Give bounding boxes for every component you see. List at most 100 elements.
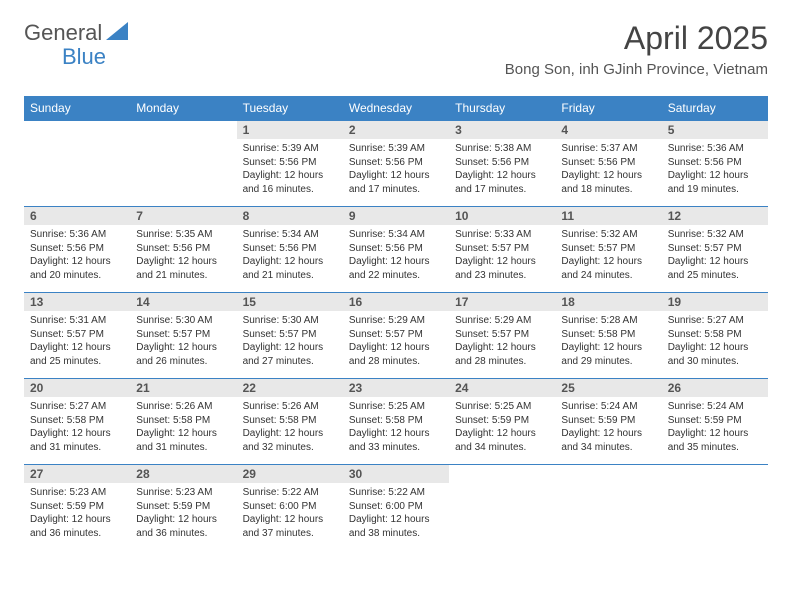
calendar-week-row: 20Sunrise: 5:27 AMSunset: 5:58 PMDayligh… xyxy=(24,379,768,465)
calendar-day-cell: 16Sunrise: 5:29 AMSunset: 5:57 PMDayligh… xyxy=(343,293,449,379)
day-details: Sunrise: 5:32 AMSunset: 5:57 PMDaylight:… xyxy=(555,225,661,285)
calendar-day-cell: 6Sunrise: 5:36 AMSunset: 5:56 PMDaylight… xyxy=(24,207,130,293)
col-saturday: Saturday xyxy=(662,96,768,121)
calendar-day-cell: 3Sunrise: 5:38 AMSunset: 5:56 PMDaylight… xyxy=(449,121,555,207)
day-number: 3 xyxy=(449,121,555,139)
day-details: Sunrise: 5:37 AMSunset: 5:56 PMDaylight:… xyxy=(555,139,661,199)
day-number: 25 xyxy=(555,379,661,397)
day-details: Sunrise: 5:22 AMSunset: 6:00 PMDaylight:… xyxy=(343,483,449,543)
calendar-day-cell: 8Sunrise: 5:34 AMSunset: 5:56 PMDaylight… xyxy=(237,207,343,293)
day-number: 17 xyxy=(449,293,555,311)
col-wednesday: Wednesday xyxy=(343,96,449,121)
day-number: 13 xyxy=(24,293,130,311)
day-details: Sunrise: 5:29 AMSunset: 5:57 PMDaylight:… xyxy=(449,311,555,371)
day-details: Sunrise: 5:23 AMSunset: 5:59 PMDaylight:… xyxy=(130,483,236,543)
calendar-day-cell: 10Sunrise: 5:33 AMSunset: 5:57 PMDayligh… xyxy=(449,207,555,293)
day-number: 12 xyxy=(662,207,768,225)
day-details: Sunrise: 5:34 AMSunset: 5:56 PMDaylight:… xyxy=(343,225,449,285)
day-number: 26 xyxy=(662,379,768,397)
calendar-day-cell: 28Sunrise: 5:23 AMSunset: 5:59 PMDayligh… xyxy=(130,465,236,551)
day-number: 19 xyxy=(662,293,768,311)
calendar-day-cell: 18Sunrise: 5:28 AMSunset: 5:58 PMDayligh… xyxy=(555,293,661,379)
location-subtitle: Bong Son, inh GJinh Province, Vietnam xyxy=(505,61,768,78)
calendar-day-cell: 12Sunrise: 5:32 AMSunset: 5:57 PMDayligh… xyxy=(662,207,768,293)
col-thursday: Thursday xyxy=(449,96,555,121)
calendar-table: Sunday Monday Tuesday Wednesday Thursday… xyxy=(24,96,768,551)
calendar-day-cell: 4Sunrise: 5:37 AMSunset: 5:56 PMDaylight… xyxy=(555,121,661,207)
day-details: Sunrise: 5:26 AMSunset: 5:58 PMDaylight:… xyxy=(130,397,236,457)
day-number: 4 xyxy=(555,121,661,139)
calendar-day-cell: 20Sunrise: 5:27 AMSunset: 5:58 PMDayligh… xyxy=(24,379,130,465)
calendar-day-cell: 5Sunrise: 5:36 AMSunset: 5:56 PMDaylight… xyxy=(662,121,768,207)
day-number: 22 xyxy=(237,379,343,397)
day-number: 10 xyxy=(449,207,555,225)
day-details: Sunrise: 5:33 AMSunset: 5:57 PMDaylight:… xyxy=(449,225,555,285)
logo-text-b-wrap: Blue xyxy=(24,44,106,70)
calendar-day-cell: 17Sunrise: 5:29 AMSunset: 5:57 PMDayligh… xyxy=(449,293,555,379)
day-details: Sunrise: 5:31 AMSunset: 5:57 PMDaylight:… xyxy=(24,311,130,371)
day-number: 1 xyxy=(237,121,343,139)
day-number: 30 xyxy=(343,465,449,483)
calendar-week-row: 27Sunrise: 5:23 AMSunset: 5:59 PMDayligh… xyxy=(24,465,768,551)
day-number: 15 xyxy=(237,293,343,311)
title-block: April 2025 Bong Son, inh GJinh Province,… xyxy=(505,20,768,78)
calendar-day-cell: 25Sunrise: 5:24 AMSunset: 5:59 PMDayligh… xyxy=(555,379,661,465)
calendar-day-cell: 27Sunrise: 5:23 AMSunset: 5:59 PMDayligh… xyxy=(24,465,130,551)
day-number: 28 xyxy=(130,465,236,483)
calendar-day-cell: 30Sunrise: 5:22 AMSunset: 6:00 PMDayligh… xyxy=(343,465,449,551)
day-details: Sunrise: 5:23 AMSunset: 5:59 PMDaylight:… xyxy=(24,483,130,543)
header: General April 2025 Bong Son, inh GJinh P… xyxy=(24,20,768,78)
calendar-day-cell xyxy=(662,465,768,551)
day-details: Sunrise: 5:34 AMSunset: 5:56 PMDaylight:… xyxy=(237,225,343,285)
day-details: Sunrise: 5:27 AMSunset: 5:58 PMDaylight:… xyxy=(24,397,130,457)
calendar-day-cell xyxy=(555,465,661,551)
day-details: Sunrise: 5:30 AMSunset: 5:57 PMDaylight:… xyxy=(130,311,236,371)
calendar-body: 1Sunrise: 5:39 AMSunset: 5:56 PMDaylight… xyxy=(24,121,768,551)
day-number: 23 xyxy=(343,379,449,397)
day-number: 6 xyxy=(24,207,130,225)
calendar-day-cell: 2Sunrise: 5:39 AMSunset: 5:56 PMDaylight… xyxy=(343,121,449,207)
day-number: 20 xyxy=(24,379,130,397)
calendar-week-row: 13Sunrise: 5:31 AMSunset: 5:57 PMDayligh… xyxy=(24,293,768,379)
col-tuesday: Tuesday xyxy=(237,96,343,121)
calendar-day-cell: 24Sunrise: 5:25 AMSunset: 5:59 PMDayligh… xyxy=(449,379,555,465)
day-details: Sunrise: 5:39 AMSunset: 5:56 PMDaylight:… xyxy=(237,139,343,199)
calendar-week-row: 6Sunrise: 5:36 AMSunset: 5:56 PMDaylight… xyxy=(24,207,768,293)
calendar-day-cell: 7Sunrise: 5:35 AMSunset: 5:56 PMDaylight… xyxy=(130,207,236,293)
calendar-day-cell: 29Sunrise: 5:22 AMSunset: 6:00 PMDayligh… xyxy=(237,465,343,551)
day-details: Sunrise: 5:30 AMSunset: 5:57 PMDaylight:… xyxy=(237,311,343,371)
day-details: Sunrise: 5:29 AMSunset: 5:57 PMDaylight:… xyxy=(343,311,449,371)
calendar-day-cell xyxy=(449,465,555,551)
calendar-day-cell: 9Sunrise: 5:34 AMSunset: 5:56 PMDaylight… xyxy=(343,207,449,293)
day-number: 21 xyxy=(130,379,236,397)
day-number: 18 xyxy=(555,293,661,311)
calendar-day-cell xyxy=(24,121,130,207)
day-details: Sunrise: 5:36 AMSunset: 5:56 PMDaylight:… xyxy=(662,139,768,199)
day-details: Sunrise: 5:28 AMSunset: 5:58 PMDaylight:… xyxy=(555,311,661,371)
day-number: 14 xyxy=(130,293,236,311)
calendar-day-cell: 26Sunrise: 5:24 AMSunset: 5:59 PMDayligh… xyxy=(662,379,768,465)
col-sunday: Sunday xyxy=(24,96,130,121)
day-details: Sunrise: 5:25 AMSunset: 5:59 PMDaylight:… xyxy=(449,397,555,457)
calendar-header-row: Sunday Monday Tuesday Wednesday Thursday… xyxy=(24,96,768,121)
day-number: 7 xyxy=(130,207,236,225)
col-friday: Friday xyxy=(555,96,661,121)
triangle-icon xyxy=(106,22,128,45)
day-number: 27 xyxy=(24,465,130,483)
calendar-day-cell: 23Sunrise: 5:25 AMSunset: 5:58 PMDayligh… xyxy=(343,379,449,465)
day-number: 16 xyxy=(343,293,449,311)
day-details: Sunrise: 5:39 AMSunset: 5:56 PMDaylight:… xyxy=(343,139,449,199)
logo-text-b: Blue xyxy=(62,44,106,69)
calendar-day-cell xyxy=(130,121,236,207)
day-number: 24 xyxy=(449,379,555,397)
day-details: Sunrise: 5:27 AMSunset: 5:58 PMDaylight:… xyxy=(662,311,768,371)
calendar-day-cell: 21Sunrise: 5:26 AMSunset: 5:58 PMDayligh… xyxy=(130,379,236,465)
day-number: 8 xyxy=(237,207,343,225)
day-number: 11 xyxy=(555,207,661,225)
page-title: April 2025 xyxy=(505,20,768,57)
calendar-day-cell: 15Sunrise: 5:30 AMSunset: 5:57 PMDayligh… xyxy=(237,293,343,379)
day-details: Sunrise: 5:24 AMSunset: 5:59 PMDaylight:… xyxy=(662,397,768,457)
calendar-day-cell: 11Sunrise: 5:32 AMSunset: 5:57 PMDayligh… xyxy=(555,207,661,293)
day-details: Sunrise: 5:24 AMSunset: 5:59 PMDaylight:… xyxy=(555,397,661,457)
calendar-day-cell: 22Sunrise: 5:26 AMSunset: 5:58 PMDayligh… xyxy=(237,379,343,465)
